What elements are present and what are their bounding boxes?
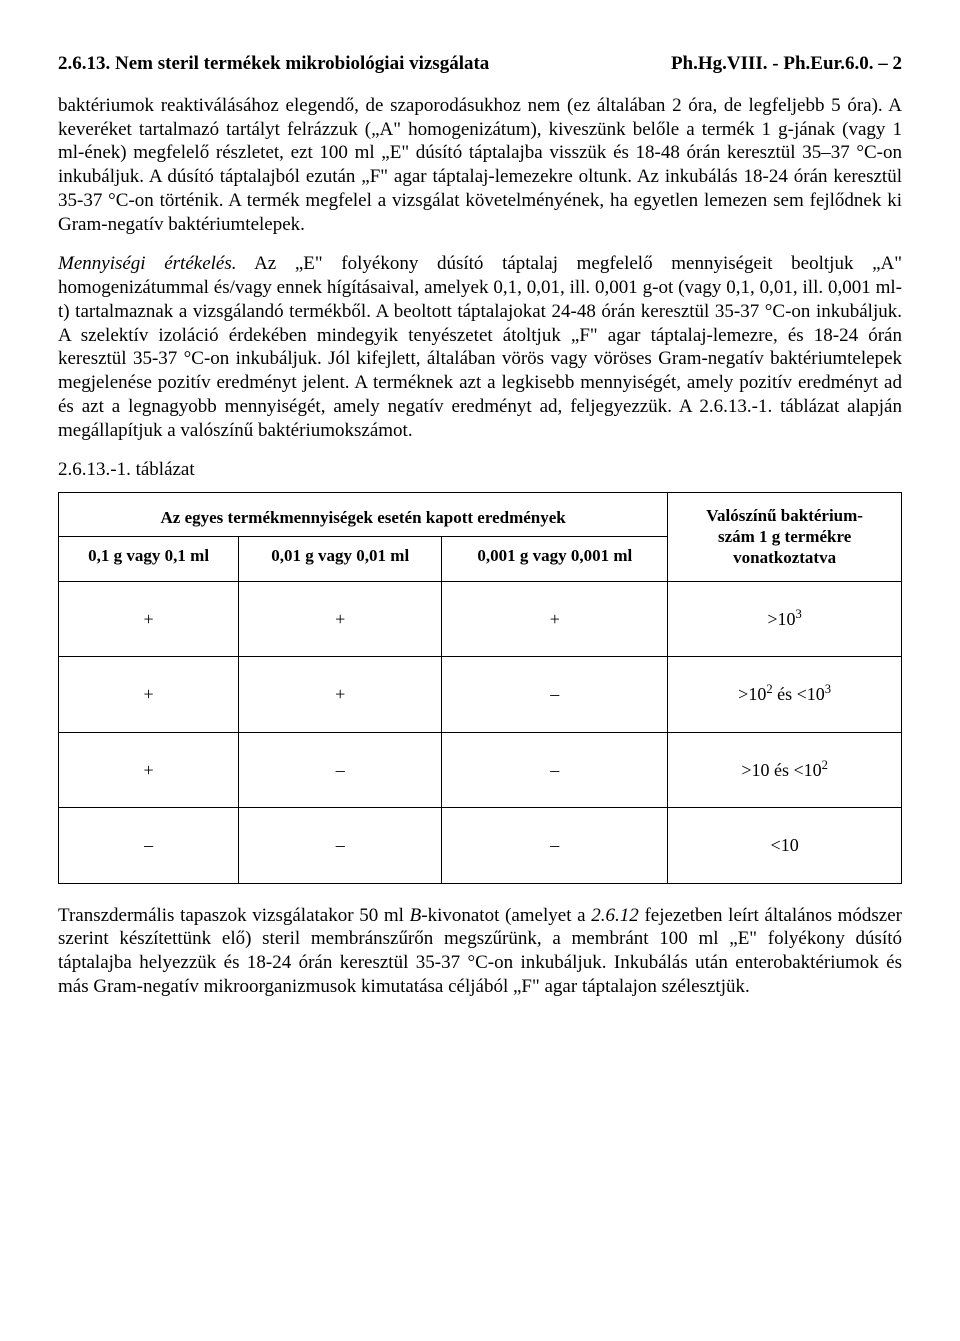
table-cell: – — [442, 657, 668, 733]
table-cell: – — [442, 732, 668, 808]
page-header: 2.6.13. Nem steril termékek mikrobiológi… — [58, 52, 902, 76]
table-cell: – — [239, 808, 442, 884]
table-cell: – — [239, 732, 442, 808]
header-left: 2.6.13. Nem steril termékek mikrobiológi… — [58, 52, 489, 76]
table-cell-result: >102 és <103 — [668, 657, 902, 733]
table-sub-3: 0,001 g vagy 0,001 ml — [442, 537, 668, 581]
p3-d: 2.6.12 — [591, 905, 639, 926]
r-pre: >10 — [738, 684, 766, 704]
paragraph-2-lead: Mennyiségi értékelés. — [58, 253, 236, 274]
table-cell: + — [239, 581, 442, 657]
table-row: + – – >10 és <102 — [59, 732, 902, 808]
table-sub-2: 0,01 g vagy 0,01 ml — [239, 537, 442, 581]
table-cell-result: >10 és <102 — [668, 732, 902, 808]
p3-a: Transzdermális tapaszok vizsgálatakor 50… — [58, 905, 410, 926]
table-cell: – — [59, 808, 239, 884]
result-table: Az egyes termékmennyiségek esetén kapott… — [58, 492, 902, 884]
paragraph-3: Transzdermális tapaszok vizsgálatakor 50… — [58, 904, 902, 999]
table-header-right: Valószínű baktérium- szám 1 g termékre v… — [668, 493, 902, 582]
header-right: Ph.Hg.VIII. - Ph.Eur.6.0. – 2 — [671, 52, 902, 76]
table-cell: – — [442, 808, 668, 884]
r-sup: 3 — [796, 607, 802, 621]
table-cell: + — [239, 657, 442, 733]
r-mid: és <10 — [773, 684, 825, 704]
table-cell: + — [59, 657, 239, 733]
r-pre: <10 — [771, 835, 799, 855]
table-cell: + — [59, 581, 239, 657]
table-header-right-l1: Valószínű baktérium- — [706, 506, 863, 525]
paragraph-1: baktériumok reaktiválásához elegendő, de… — [58, 94, 902, 237]
table-caption: 2.6.13.-1. táblázat — [58, 458, 902, 482]
table-cell-result: >103 — [668, 581, 902, 657]
table-cell-result: <10 — [668, 808, 902, 884]
table-header-right-l3: vonatkoztatva — [733, 548, 836, 567]
table-header-right-l2: szám 1 g termékre — [718, 527, 851, 546]
table-row: + + + >103 — [59, 581, 902, 657]
table-sub-1: 0,1 g vagy 0,1 ml — [59, 537, 239, 581]
table-row: + + – >102 és <103 — [59, 657, 902, 733]
paragraph-2-body: Az „E" folyékony dúsító táptalaj megfele… — [58, 253, 902, 440]
p3-b: B — [410, 905, 422, 926]
table-cell: + — [442, 581, 668, 657]
table-row: – – – <10 — [59, 808, 902, 884]
p3-c: -kivonatot (amelyet a — [421, 905, 591, 926]
r-sup2: 3 — [825, 682, 831, 696]
table-header-row-1: Az egyes termékmennyiségek esetén kapott… — [59, 493, 902, 537]
r-pre: >10 — [767, 609, 795, 629]
r-sup: 2 — [822, 758, 828, 772]
table-cell: + — [59, 732, 239, 808]
table-header-wide: Az egyes termékmennyiségek esetén kapott… — [59, 493, 668, 537]
r-pre: >10 és <10 — [741, 760, 821, 780]
paragraph-2: Mennyiségi értékelés. Az „E" folyékony d… — [58, 252, 902, 442]
